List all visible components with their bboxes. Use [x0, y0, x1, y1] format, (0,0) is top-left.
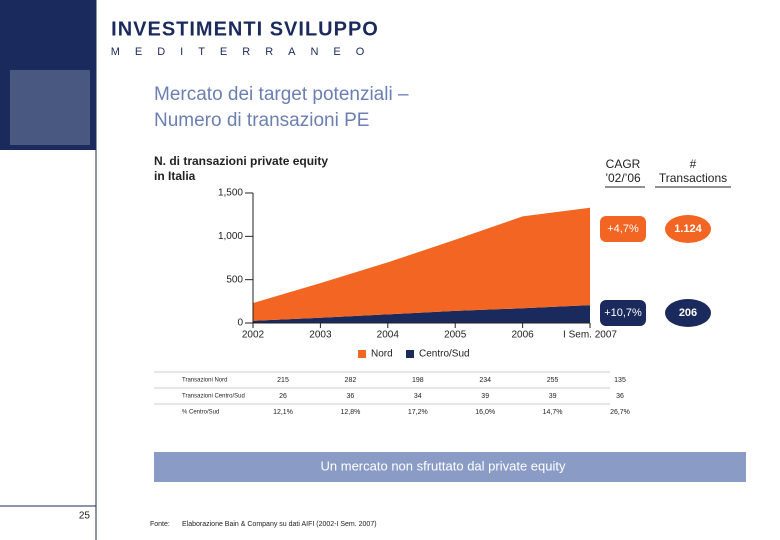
transactions: 206 — [679, 307, 697, 319]
source: Elaborazione Bain & Company su dati AIFI… — [182, 521, 377, 528]
cell: 14,7% — [543, 409, 563, 416]
cell: 12,8% — [340, 409, 360, 416]
x-tick-label: 2002 — [242, 330, 265, 341]
summary-header: Transactions — [659, 171, 727, 185]
banner-text: Un mercato non sfruttato dal private equ… — [321, 458, 566, 473]
cell: 16,0% — [475, 409, 495, 416]
title: Numero di transazioni PE — [154, 110, 369, 131]
cagr: +4,7% — [607, 223, 639, 235]
subtitle: N. di transazioni private equity — [154, 154, 328, 168]
summary-header: ’02/’06 — [605, 171, 641, 185]
cell: 17,2% — [408, 409, 428, 416]
row-label: % Centro/Sud — [182, 410, 219, 416]
area — [253, 207, 590, 321]
x-tick-label: I Sem. 2007 — [563, 330, 617, 341]
x-tick-label: 2006 — [511, 330, 534, 341]
cell: 215 — [277, 377, 289, 384]
legend-label: Centro/Sud — [419, 349, 470, 360]
x-tick-label: 2004 — [377, 330, 400, 341]
cell: 255 — [547, 377, 559, 384]
logo-sub: MEDITERRANEO — [111, 46, 380, 58]
cell: 34 — [414, 393, 422, 400]
subtitle: in Italia — [154, 169, 196, 183]
cell: 282 — [345, 377, 357, 384]
y-tick-label: 500 — [226, 274, 243, 285]
cell: 234 — [479, 377, 491, 384]
cagr-box — [600, 216, 646, 242]
transactions: 1.124 — [674, 223, 702, 235]
cell: 39 — [549, 393, 557, 400]
cagr-box — [600, 300, 646, 326]
legend-swatch — [358, 350, 366, 358]
cell: 39 — [481, 393, 489, 400]
transactions-oval — [665, 215, 711, 243]
cell: 12,1% — [273, 409, 293, 416]
banner — [154, 452, 746, 482]
summary-header: # — [690, 157, 697, 171]
summary-header: CAGR — [606, 157, 641, 171]
legend-label: Nord — [371, 349, 393, 360]
area — [253, 305, 590, 323]
x-tick-label: 2005 — [444, 330, 467, 341]
cell: 26 — [279, 393, 287, 400]
logo: INVESTIMENTI SVILUPPO — [111, 18, 379, 40]
photo — [10, 70, 90, 145]
cell: 36 — [616, 393, 624, 400]
cell: 36 — [347, 393, 355, 400]
x-tick-label: 2003 — [309, 330, 332, 341]
y-tick-label: 1,500 — [218, 188, 243, 199]
y-tick-label: 0 — [237, 318, 243, 329]
cagr: +10,7% — [604, 307, 642, 319]
title: Mercato dei target potenziali – — [154, 84, 409, 105]
page-number: 25 — [79, 511, 91, 522]
source-label: Fonte: — [150, 521, 170, 528]
transactions-oval — [665, 299, 711, 327]
y-tick-label: 1,000 — [218, 231, 243, 242]
cell: 26,7% — [610, 409, 630, 416]
cell: 135 — [614, 377, 626, 384]
legend-swatch — [406, 350, 414, 358]
row-label: Transazioni Centro/Sud — [182, 394, 245, 400]
row-label: Transazioni Nord — [182, 378, 227, 384]
cell: 198 — [412, 377, 424, 384]
